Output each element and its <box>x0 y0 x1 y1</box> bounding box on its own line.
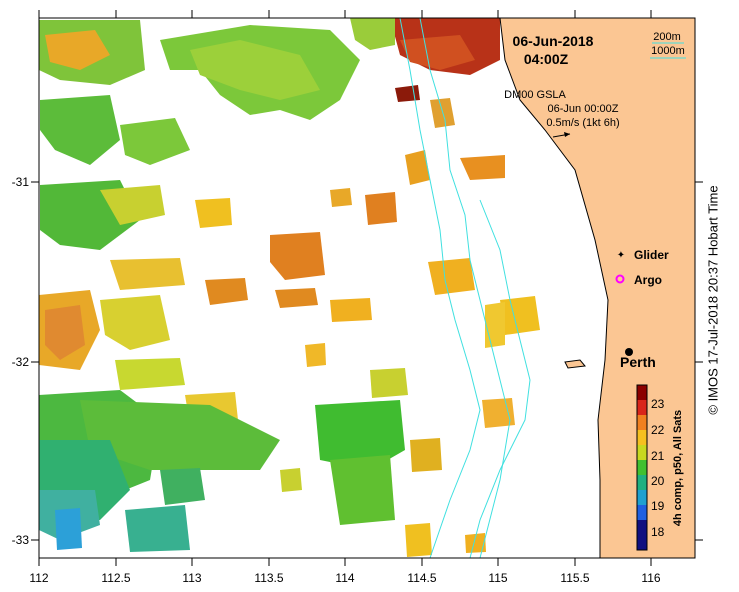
gsla-date: 06-Jun 00:00Z <box>548 103 619 115</box>
sst-patch <box>330 188 352 207</box>
lon-tick-label: 113 <box>182 571 201 585</box>
sst-patch <box>195 198 232 228</box>
sst-patch <box>485 302 505 348</box>
sst-patch <box>190 40 320 100</box>
colorbar-caption: 4h comp, p50, All Sats <box>672 410 684 526</box>
glider-legend-label: Glider <box>634 248 669 262</box>
lon-tick-label: 114.5 <box>407 571 436 585</box>
colorbar-tick: 20 <box>651 474 665 488</box>
colorbar-tick: 19 <box>651 499 665 513</box>
sst-field <box>39 18 540 557</box>
map-date: 06-Jun-2018 <box>513 33 594 49</box>
sst-patch <box>110 258 185 290</box>
lon-tick-label: 113.5 <box>254 571 283 585</box>
sst-patch <box>115 358 185 390</box>
sst-patch <box>365 192 397 225</box>
lat-tick-label: -33 <box>12 533 30 547</box>
colorbar-tick: 22 <box>651 423 665 437</box>
sst-patch <box>160 468 205 505</box>
sst-patch <box>125 505 190 552</box>
sst-patch <box>280 468 302 492</box>
sst-patch <box>275 288 318 308</box>
sst-patch <box>80 400 280 470</box>
sst-patch <box>410 438 442 472</box>
isobath-legend-200: 200m <box>653 31 681 43</box>
sst-patch <box>100 185 165 225</box>
sst-patch <box>405 523 432 557</box>
isobath-legend-1000: 1000m <box>651 45 685 57</box>
map-time: 04:00Z <box>524 51 569 67</box>
gsla-label: DM00 GSLA <box>504 89 566 101</box>
colorbar-tick: 21 <box>651 449 665 463</box>
isobath-contour <box>469 199 531 559</box>
isobath-1000 <box>399 17 481 559</box>
sst-patch <box>45 30 110 70</box>
argo-legend-label: Argo <box>634 273 662 287</box>
sst-patch <box>482 398 515 428</box>
lon-tick-label: 116 <box>641 571 660 585</box>
y-axis: -31 -32 -33 <box>12 175 703 547</box>
lon-tick-label: 115.5 <box>560 571 589 585</box>
sst-patch <box>370 368 408 398</box>
colorbar-tick: 18 <box>651 525 665 539</box>
sst-patch <box>405 150 430 185</box>
isobath-200 <box>419 17 511 559</box>
lat-tick-label: -31 <box>12 175 30 189</box>
island <box>564 359 586 369</box>
lon-tick-label: 112 <box>29 571 48 585</box>
sst-patch <box>395 85 420 102</box>
perth-marker-icon <box>625 348 633 356</box>
frame-border <box>38 17 696 559</box>
sst-patch <box>40 95 120 165</box>
sst-patch <box>100 295 170 350</box>
sst-patch <box>315 400 405 470</box>
sst-patch <box>500 296 540 335</box>
colorbar-tick: 23 <box>651 397 665 411</box>
sst-patch <box>350 18 395 50</box>
city-label: Perth <box>620 354 656 370</box>
sst-patch <box>428 258 475 295</box>
sst-patch <box>270 232 325 280</box>
lon-tick-label: 114 <box>335 571 354 585</box>
lat-tick-label: -32 <box>12 355 30 369</box>
sst-patch <box>120 118 190 165</box>
credit-text: © IMOS 17-Jul-2018 20:37 Hobart Time <box>705 185 721 415</box>
arrow-head-icon <box>564 132 570 137</box>
sst-patch <box>55 508 82 550</box>
lon-tick-label: 115 <box>488 571 507 585</box>
argo-marker-icon <box>615 274 625 284</box>
sst-patch <box>305 343 326 367</box>
sst-patch <box>460 155 505 180</box>
sst-patch <box>205 278 248 305</box>
sst-patch <box>45 305 85 360</box>
glider-marker-icon: ✦ <box>617 250 625 261</box>
lon-tick-label: 112.5 <box>101 571 130 585</box>
x-axis: 112 112.5 113 113.5 114 114.5 115 115.5 … <box>29 10 661 585</box>
sst-patch <box>330 298 372 322</box>
sst-patch <box>400 35 475 70</box>
colorbar: 23 22 21 20 19 18 <box>636 384 665 551</box>
sst-patch <box>330 455 395 525</box>
sst-patch <box>465 533 486 553</box>
gsla-scale: 0.5m/s (1kt 6h) <box>546 117 619 129</box>
